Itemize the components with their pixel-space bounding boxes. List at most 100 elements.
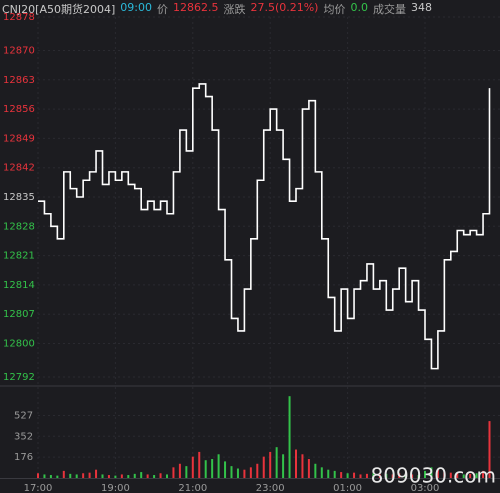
volume-bar	[120, 474, 123, 478]
volume-bar	[56, 475, 59, 478]
x-tick-label: 03:00	[411, 483, 440, 493]
volume-bar	[159, 473, 162, 478]
x-tick-label: 19:00	[101, 483, 130, 493]
y2-tick-label: 176	[14, 452, 33, 463]
volume-bar	[449, 472, 452, 478]
volume-bar	[436, 469, 439, 478]
volume-bar	[462, 474, 465, 478]
header-item: 0.0	[350, 1, 368, 14]
y-tick-label: 12807	[3, 309, 35, 320]
watermark: 809030.com	[371, 464, 496, 488]
volume-bar	[353, 472, 356, 478]
x-tick-label: 23:00	[256, 483, 285, 493]
volume-bar	[146, 474, 149, 478]
volume-bar	[191, 456, 194, 478]
volume-bar	[391, 474, 394, 478]
volume-bar	[301, 454, 304, 478]
volume-bar	[62, 470, 65, 478]
volume-bar	[340, 472, 343, 478]
volume-bar	[127, 475, 130, 478]
volume-bar	[230, 466, 233, 478]
x-tick-label: 17:00	[24, 483, 53, 493]
y-tick-label: 12800	[3, 339, 35, 350]
header-item: 348	[410, 1, 432, 14]
volume-bar	[482, 470, 485, 478]
volume-bar	[314, 463, 317, 478]
volume-bar	[411, 474, 414, 478]
y-tick-label: 12835	[3, 192, 35, 203]
volume-bar	[475, 473, 478, 478]
volume-bar	[372, 473, 375, 478]
volume-bar	[82, 473, 85, 478]
volume-bar	[256, 463, 259, 478]
header-item: 涨跌	[223, 3, 246, 16]
y-tick-label: 12821	[3, 251, 35, 262]
volume-bar	[101, 474, 104, 478]
volume-bar	[295, 449, 297, 478]
y-tick-label: 12870	[3, 45, 35, 56]
x-tick-label: 01:00	[333, 483, 362, 493]
y-tick-label: 12828	[3, 221, 35, 232]
y-tick-label: 12814	[3, 280, 35, 291]
volume-bar	[365, 473, 368, 478]
volume-bar	[443, 472, 446, 478]
volume-bar	[288, 396, 291, 478]
header-item: 均价	[323, 3, 346, 16]
volume-bar	[166, 474, 168, 478]
volume-bar	[307, 459, 310, 478]
volume-bar	[333, 470, 336, 478]
volume-bar	[269, 451, 272, 478]
y2-tick-label: 352	[14, 431, 33, 442]
volume-bar	[43, 474, 46, 478]
y-tick-label: 12878	[3, 12, 35, 23]
volume-bar	[236, 468, 239, 478]
volume-bar	[320, 467, 323, 478]
quote-header: CNJ20[A50期货2004] 09:00 价 12862.5 涨跌 27.5(0.21…	[2, 1, 432, 17]
volume-bar	[424, 470, 426, 478]
header-item: 09:00	[120, 1, 152, 14]
volume-bar	[262, 456, 265, 478]
x-tick-label: 21:00	[178, 483, 207, 493]
volume-bar	[211, 459, 214, 478]
header-item: CNJ20[A50期货2004]	[2, 3, 116, 16]
y-tick-label: 12792	[3, 372, 35, 383]
volume-bar	[359, 474, 362, 478]
volume-bar	[378, 474, 381, 478]
y-tick-label: 12842	[3, 163, 35, 174]
volume-bar	[178, 463, 181, 478]
volume-bar	[282, 454, 285, 478]
volume-bar	[198, 451, 201, 478]
volume-bar	[37, 473, 39, 478]
header-item: 成交量	[372, 3, 406, 16]
volume-bar	[49, 475, 52, 478]
y-tick-label: 12863	[3, 75, 35, 86]
volume-bar	[404, 473, 407, 478]
volume-bar	[75, 474, 78, 478]
volume-bar	[204, 460, 207, 478]
volume-bar	[107, 475, 110, 478]
volume-bar	[88, 472, 91, 478]
volume-bar	[430, 467, 433, 478]
volume-bar	[456, 473, 459, 478]
volume-bar	[95, 469, 98, 478]
y2-tick-label: 527	[14, 411, 33, 422]
volume-bar	[249, 467, 252, 478]
y-tick-label: 12856	[3, 104, 35, 115]
volume-bar	[133, 473, 136, 478]
volume-bar	[469, 473, 472, 478]
header-item: 27.5(0.21%)	[250, 1, 319, 14]
volume-bar	[114, 475, 117, 478]
header-item: 12862.5	[172, 1, 219, 14]
volume-bar	[172, 467, 175, 478]
volume-bar	[217, 454, 220, 478]
price-line	[38, 83, 491, 370]
volume-bar	[488, 421, 491, 478]
volume-bar	[224, 461, 227, 478]
volume-bar	[140, 472, 143, 478]
volume-bar	[398, 473, 401, 478]
volume-bar	[275, 447, 278, 478]
volume-bar	[327, 469, 330, 478]
volume-bar	[185, 466, 188, 478]
y-tick-label: 12849	[3, 133, 35, 144]
